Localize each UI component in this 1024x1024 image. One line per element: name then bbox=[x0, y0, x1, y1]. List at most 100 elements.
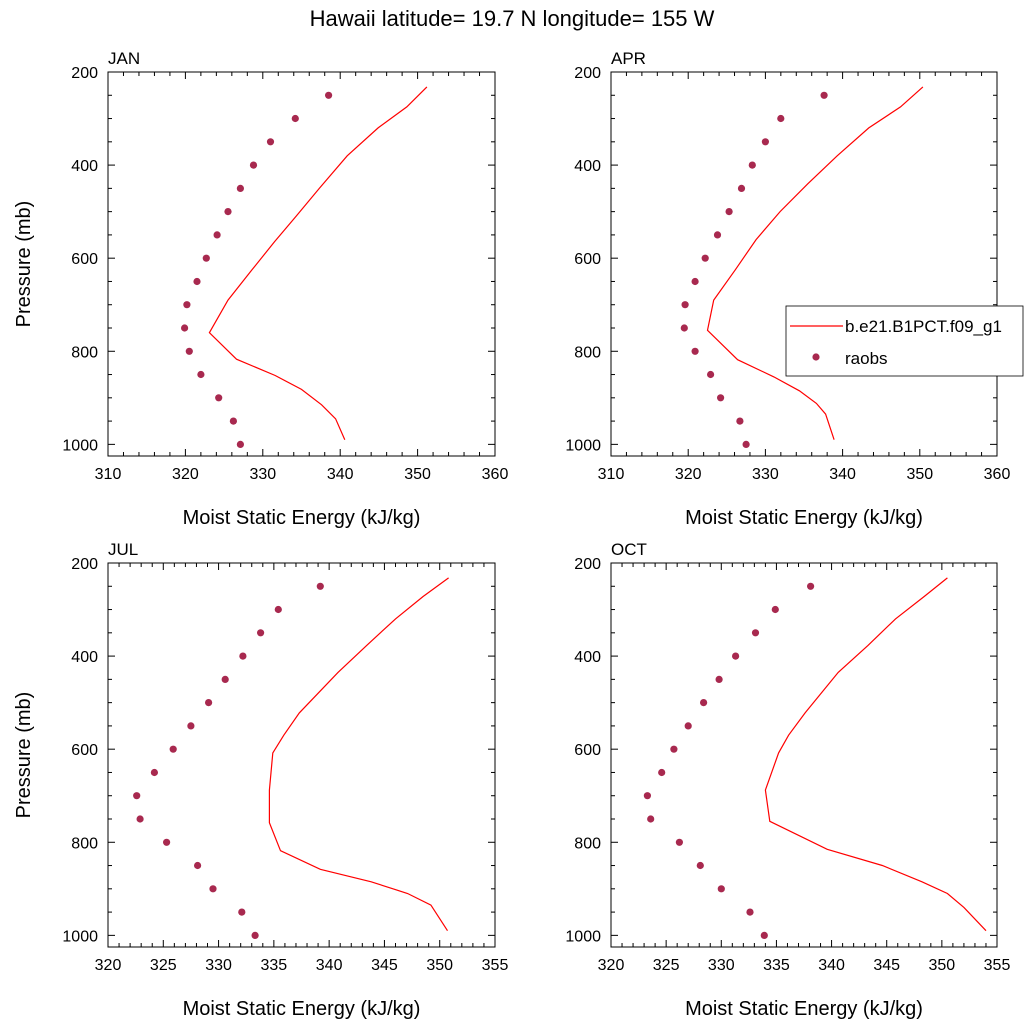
obs-point bbox=[717, 885, 725, 893]
x-tick-label: 330 bbox=[249, 466, 276, 483]
obs-point bbox=[696, 861, 704, 870]
x-tick-label: 310 bbox=[95, 466, 122, 483]
obs-point bbox=[193, 277, 201, 286]
model-series-line bbox=[268, 577, 449, 932]
obs-point bbox=[717, 394, 725, 402]
y-tick-label: 600 bbox=[71, 251, 98, 268]
model-series-line bbox=[764, 577, 987, 932]
panel-jan: JAN 310 320 330 340 350 360 200 400 600 800 1000 Moi… bbox=[13, 49, 508, 529]
y-tick-label: 600 bbox=[574, 251, 601, 268]
x-tick-label: 340 bbox=[829, 466, 856, 483]
obs-point bbox=[238, 908, 246, 916]
obs-point bbox=[236, 440, 244, 448]
obs-point bbox=[700, 699, 708, 707]
obs-point bbox=[266, 138, 275, 146]
y-tick-label: 400 bbox=[574, 158, 601, 175]
legend-obs-marker-swatch bbox=[812, 353, 820, 361]
y-tick-label: 200 bbox=[574, 65, 601, 82]
y-tick-label: 600 bbox=[574, 742, 601, 759]
obs-point bbox=[209, 885, 217, 893]
y-axis-title: Pressure (mb) bbox=[13, 692, 35, 819]
obs-point bbox=[777, 114, 785, 123]
legend-obs-label: raobs bbox=[845, 349, 888, 368]
model-series-line bbox=[706, 86, 924, 440]
obs-point bbox=[183, 301, 191, 309]
obs-point bbox=[215, 394, 223, 402]
obs-point bbox=[684, 722, 692, 730]
panel-oct: OCT 320 325 330 335 340 345 350 355 200 400 600 800 1… bbox=[565, 540, 1010, 1020]
plot-frame bbox=[610, 562, 998, 948]
y-tick-label: 400 bbox=[574, 649, 601, 666]
obs-point bbox=[194, 861, 202, 870]
y-tick-label: 200 bbox=[71, 556, 98, 573]
x-tick-label: 340 bbox=[316, 957, 343, 974]
x-tick-label: 325 bbox=[150, 957, 177, 974]
plot-frame bbox=[610, 71, 998, 457]
y-tick-label: 800 bbox=[574, 344, 601, 361]
y-tick-label: 1000 bbox=[565, 928, 601, 945]
obs-point bbox=[257, 629, 265, 637]
x-tick-label: 320 bbox=[95, 957, 122, 974]
obs-point bbox=[224, 208, 232, 216]
x-tick-label: 350 bbox=[906, 466, 933, 483]
obs-point bbox=[643, 792, 652, 800]
obs-point bbox=[751, 629, 760, 637]
obs-point bbox=[715, 675, 723, 684]
obs-point bbox=[251, 931, 259, 940]
y-tick-label: 1000 bbox=[62, 437, 98, 454]
obs-point bbox=[807, 582, 815, 590]
x-tick-label: 320 bbox=[172, 466, 199, 483]
obs-point bbox=[701, 254, 709, 262]
x-tick-label: 355 bbox=[984, 957, 1011, 974]
x-tick-label: 320 bbox=[598, 957, 625, 974]
y-tick-label: 200 bbox=[71, 65, 98, 82]
obs-point bbox=[197, 370, 205, 379]
y-axis-title: Pressure (mb) bbox=[13, 201, 35, 328]
x-tick-label: 350 bbox=[404, 466, 431, 483]
panel-title: OCT bbox=[611, 540, 647, 559]
obs-point bbox=[249, 161, 258, 169]
panel-title: JAN bbox=[108, 49, 140, 68]
obs-point bbox=[274, 605, 282, 614]
model-series-line bbox=[208, 86, 428, 440]
obs-point bbox=[150, 768, 158, 777]
y-tick-label: 800 bbox=[574, 835, 601, 852]
obs-point bbox=[213, 231, 221, 239]
obs-point bbox=[680, 324, 688, 332]
panel-title: JUL bbox=[108, 540, 138, 559]
obs-point bbox=[681, 301, 689, 309]
obs-point bbox=[713, 231, 722, 239]
legend-model-label: b.e21.B1PCT.f09_g1 bbox=[845, 317, 1002, 336]
obs-point bbox=[185, 347, 193, 355]
obs-point bbox=[670, 745, 678, 753]
legend-box bbox=[785, 305, 1024, 377]
x-tick-label: 310 bbox=[598, 466, 625, 483]
y-tick-label: 1000 bbox=[565, 437, 601, 454]
x-tick-label: 320 bbox=[675, 466, 702, 483]
obs-point bbox=[316, 582, 324, 590]
panel-jul: JUL 320 325 330 335 340 345 350 355 200 400 600 800 1… bbox=[13, 540, 508, 1020]
x-tick-label: 360 bbox=[984, 466, 1011, 483]
x-axis-title: Moist Static Energy (kJ/kg) bbox=[183, 507, 421, 529]
obs-point bbox=[181, 324, 189, 332]
obs-point bbox=[187, 722, 195, 730]
obs-point bbox=[771, 605, 779, 614]
obs-point bbox=[820, 91, 828, 99]
x-tick-label: 325 bbox=[653, 957, 680, 974]
obs-point bbox=[221, 675, 229, 684]
obs-point bbox=[748, 161, 756, 169]
y-tick-label: 600 bbox=[71, 742, 98, 759]
obs-point bbox=[647, 815, 655, 823]
y-tick-label: 400 bbox=[71, 649, 98, 666]
obs-point bbox=[325, 91, 333, 99]
obs-point bbox=[163, 838, 171, 846]
y-tick-label: 800 bbox=[71, 835, 98, 852]
x-tick-label: 350 bbox=[426, 957, 453, 974]
x-tick-label: 345 bbox=[873, 957, 900, 974]
obs-point bbox=[725, 208, 733, 216]
obs-point bbox=[202, 254, 210, 262]
x-tick-label: 340 bbox=[327, 466, 354, 483]
obs-point bbox=[239, 652, 247, 660]
obs-point bbox=[707, 370, 715, 379]
x-tick-label: 335 bbox=[763, 957, 790, 974]
